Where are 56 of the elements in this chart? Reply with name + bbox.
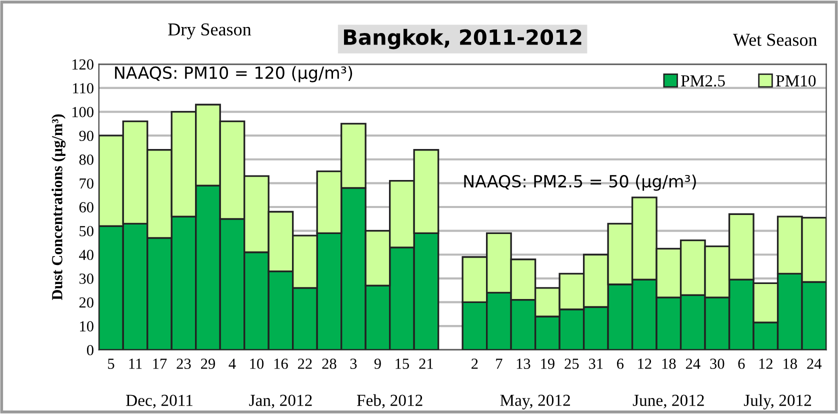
x-tick-label: 21	[419, 358, 433, 369]
y-tick-label: 60	[79, 202, 94, 212]
x-tick-label: 12	[759, 358, 772, 369]
text: Feb, 2012	[356, 394, 422, 408]
y-tick-label: 110	[73, 83, 94, 94]
y-tick-label: 40	[79, 250, 94, 260]
y-tick-label: 100	[72, 106, 94, 118]
chart-title: Bangkok, 2011-2012	[344, 28, 582, 50]
annotation: NAAQS: PM2.5 = 50 (µg/m³)	[464, 174, 696, 191]
y-axis-title: Dust Concentrations (µg/m³)	[52, 114, 66, 300]
x-tick-label: 23	[176, 358, 191, 369]
x-tick-label: 13	[516, 358, 530, 369]
x-tick-label: 4	[228, 358, 236, 369]
x-tick-label: 9	[374, 358, 381, 369]
y-tick-label: 30	[79, 274, 94, 284]
x-tick-label: 17	[153, 358, 167, 369]
legend-label: PM10	[776, 75, 816, 86]
x-tick-label: 19	[541, 358, 554, 369]
text: Dec, 2011	[126, 394, 192, 408]
text: May, 2012	[500, 394, 570, 410]
annotation: NAAQS: PM10 = 120 (µg/m³)	[115, 66, 352, 82]
text: Dry Season	[168, 23, 252, 40]
x-tick-label: 2	[472, 358, 478, 369]
x-tick-label: 11	[129, 358, 142, 369]
text: Wet Season	[733, 34, 818, 46]
legend-label: PM2.5	[681, 75, 725, 87]
x-tick-label: 24	[686, 358, 700, 369]
x-tick-label: 3	[350, 358, 357, 369]
y-tick-label: 50	[80, 226, 94, 236]
x-tick-label: 6	[738, 358, 745, 369]
text: Jan, 2012	[249, 394, 312, 408]
y-tick-label: 70	[80, 178, 94, 189]
x-tick-label: 6	[617, 358, 624, 369]
x-tick-label: 31	[589, 358, 603, 369]
y-tick-label: 0	[86, 344, 94, 356]
x-tick-label: 12	[638, 358, 652, 369]
y-tick-label: 10	[80, 321, 94, 332]
x-tick-label: 10	[250, 358, 264, 369]
y-tick-label: 120	[72, 59, 94, 70]
x-tick-label: 28	[322, 358, 336, 369]
y-tick-label: 20	[79, 297, 94, 308]
x-tick-label: 29	[201, 358, 216, 369]
y-tick-label: 80	[79, 154, 94, 165]
x-tick-label: 30	[710, 358, 724, 369]
x-tick-label: 18	[662, 358, 676, 369]
x-tick-label: 5	[108, 358, 114, 369]
x-tick-label: 15	[396, 358, 410, 369]
y-tick-label: 90	[79, 130, 94, 142]
x-tick-label: 18	[784, 358, 797, 369]
text: July, 2012	[744, 394, 812, 410]
x-tick-label: 16	[274, 358, 288, 369]
x-tick-label: 7	[496, 358, 502, 369]
x-tick-label: 22	[298, 358, 312, 369]
text: June, 2012	[632, 394, 704, 408]
x-tick-label: 24	[807, 358, 822, 369]
x-tick-label: 25	[564, 358, 579, 369]
